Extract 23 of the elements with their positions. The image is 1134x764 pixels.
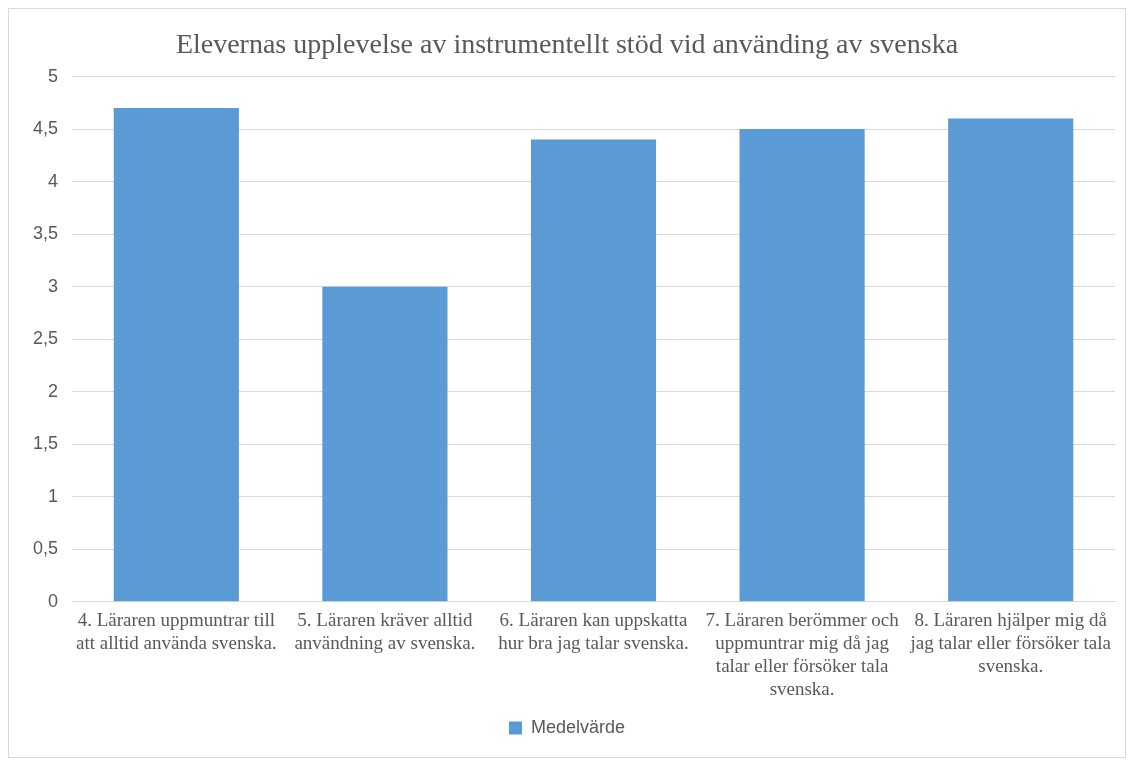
- bar: [739, 129, 865, 602]
- x-tick-label: 7. Läraren berömmer och uppmuntrar mig då jag talar eller försöker tala svenska.: [705, 609, 900, 699]
- x-tick-label: 6. Läraren kan uppskatta hur bra jag talar svenska.: [498, 609, 689, 653]
- chart-title: Elevernas upplevelse av instrumentellt stöd vid använding av svenska: [175, 28, 959, 60]
- bar: [948, 118, 1074, 602]
- y-tick-label: 1: [48, 485, 59, 506]
- bar: [113, 108, 239, 602]
- bar: [530, 139, 657, 602]
- y-tick-label: 2: [48, 380, 59, 401]
- y-tick-label: 5: [48, 65, 59, 86]
- y-tick-label: 3,5: [32, 223, 59, 244]
- y-tick-label: 3: [48, 275, 59, 296]
- x-tick-label: 8. Läraren hjälper mig då jag talar eller försöker tala svenska.: [909, 609, 1112, 676]
- y-tick-label: 1,5: [32, 433, 59, 454]
- legend-label: Medelvärde: [530, 716, 626, 737]
- x-tick-label: 4. Läraren uppmuntrar till att alltid använda svenska.: [76, 609, 277, 653]
- x-tick-label: 5. Läraren kräver alltid användning av svenska.: [294, 609, 476, 653]
- bar: [322, 286, 448, 602]
- y-tick-label: 2,5: [32, 328, 59, 349]
- y-tick-label: 4,5: [32, 118, 59, 139]
- y-tick-label: 4: [48, 170, 59, 191]
- y-tick-label: 0: [48, 590, 59, 611]
- y-tick-label: 0,5: [32, 538, 59, 559]
